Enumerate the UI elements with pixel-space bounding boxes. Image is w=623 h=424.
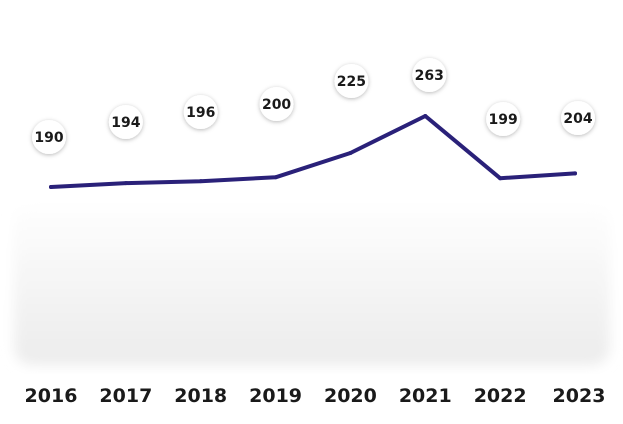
x-tick-label-2020: 2020	[324, 385, 377, 407]
data-label-text: 225	[337, 74, 366, 90]
data-point-2018	[199, 179, 203, 183]
plot-background-band	[14, 200, 610, 365]
data-point-2019	[274, 175, 278, 179]
data-label-2021: 263	[412, 58, 446, 92]
x-tick-label-2023: 2023	[553, 385, 606, 407]
data-label-text: 190	[34, 130, 63, 146]
data-point-2021	[423, 114, 427, 118]
data-point-2016	[49, 185, 53, 189]
data-label-2022: 199	[486, 102, 520, 136]
data-label-text: 200	[262, 97, 291, 113]
data-label-2018: 196	[184, 95, 218, 129]
x-tick-label-2016: 2016	[25, 385, 78, 407]
data-label-text: 199	[489, 112, 518, 128]
data-point-2017	[124, 181, 128, 185]
data-label-text: 196	[186, 105, 215, 121]
x-tick-label-2019: 2019	[249, 385, 302, 407]
data-label-text: 263	[415, 68, 444, 84]
data-point-2023	[573, 171, 577, 175]
data-label-2023: 204	[561, 101, 595, 135]
data-label-2019: 200	[260, 87, 294, 121]
x-tick-label-2017: 2017	[99, 385, 152, 407]
data-label-text: 204	[563, 111, 592, 127]
data-label-2016: 190	[32, 120, 66, 154]
data-label-layer: 190 194 196 200 225 263 199 204	[32, 58, 595, 154]
x-tick-label-2022: 2022	[474, 385, 527, 407]
data-point-2022	[498, 176, 502, 180]
data-label-text: 194	[111, 115, 140, 131]
x-tick-label-2021: 2021	[399, 385, 452, 407]
x-axis: 2016 2017 2018 2019 2020 2021 2022 2023	[25, 385, 606, 407]
data-label-2017: 194	[109, 105, 143, 139]
data-point-2020	[348, 151, 352, 155]
data-label-2020: 225	[334, 64, 368, 98]
x-tick-label-2018: 2018	[174, 385, 227, 407]
